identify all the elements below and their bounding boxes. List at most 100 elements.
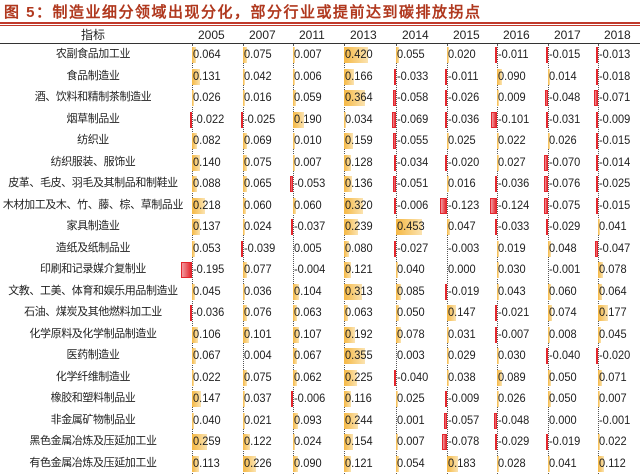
data-bar-positive (447, 219, 450, 235)
cell-value-2016: -0.029 (498, 434, 530, 448)
data-bar-positive (192, 391, 201, 407)
data-bar-negative (494, 412, 497, 429)
cell-value-2017: -0.001 (549, 262, 581, 276)
data-bar-negative (546, 434, 548, 450)
cell-value-2011: 0.007 (294, 47, 322, 61)
data-bar-negative (240, 240, 243, 257)
title-divider (0, 22, 640, 24)
data-bar-positive (396, 326, 401, 343)
cell-value-2015: -0.123 (448, 197, 480, 212)
data-bar-positive (497, 240, 499, 257)
data-bar-positive (243, 176, 247, 192)
cell-value-2014: -0.055 (397, 133, 429, 147)
title-divider-thin (0, 25, 640, 26)
cell-value-2017: 0.008 (549, 326, 577, 341)
header-year-2015: 2015 (453, 28, 480, 42)
cell-value-2018: -0.001 (599, 412, 631, 427)
row-label: 医药制造业 (66, 349, 120, 361)
data-bar-positive (243, 369, 248, 386)
data-bar-positive (447, 326, 449, 343)
data-bar-positive (243, 434, 251, 450)
data-bar-negative (596, 348, 598, 364)
data-bar-negative (495, 305, 497, 321)
cell-value-2014: 0.050 (397, 305, 425, 319)
row-label: 非金属矿物制品业 (50, 413, 136, 426)
cell-value-2017: -0.029 (549, 219, 581, 233)
data-bar-positive (243, 219, 245, 235)
data-bar-positive (598, 219, 601, 235)
row-label: 纺织业 (77, 134, 109, 146)
data-bar-negative (445, 68, 447, 85)
cell-value-2018: -0.015 (599, 197, 631, 212)
cell-value-2011: 0.090 (294, 455, 322, 470)
cell-value-2016: -0.048 (498, 412, 530, 427)
cell-value-2007: -0.039 (244, 240, 276, 255)
cell-value-2014: 0.040 (397, 262, 425, 276)
cell-value-2016: 0.028 (498, 455, 526, 470)
data-bar-positive (293, 68, 295, 85)
data-bar-positive (192, 176, 198, 192)
table-row: 非金属矿物制品业 0.040 0.021 0.093 0.244 0.001 -0.057 -… (0, 410, 640, 432)
cell-value-2014: 0.054 (397, 455, 425, 470)
cell-value-2013: 0.364 (345, 90, 373, 104)
data-bar-positive (192, 283, 195, 300)
row-label: 造纸及纸制品业 (55, 241, 131, 254)
cell-value-2005: 0.064 (193, 47, 221, 61)
data-bar-positive (344, 455, 352, 472)
data-bar-positive (293, 47, 295, 63)
cell-value-2007: 0.036 (244, 283, 272, 298)
data-bar-negative (290, 219, 293, 235)
cell-value-2015: -0.011 (448, 68, 479, 83)
data-bar-positive (548, 326, 550, 343)
cell-value-2015: -0.020 (448, 154, 480, 169)
bar-axis-2014 (396, 44, 397, 474)
cell-value-2007: 0.226 (244, 455, 272, 470)
data-bar-negative (494, 176, 497, 192)
table-row: 石油、煤炭及其他燃料加工业 -0.036 0.076 0.063 0.063 0.050 0… (0, 302, 640, 324)
cell-value-2015: -0.019 (448, 283, 480, 298)
data-bar-positive (497, 68, 503, 85)
data-bar-negative (392, 90, 396, 106)
row-label: 有色金属冶炼及压延加工业 (29, 456, 157, 469)
header-year-2011: 2011 (299, 28, 325, 42)
data-bar-negative (545, 90, 548, 106)
cell-value-2014: 0.025 (397, 391, 425, 405)
data-bar-positive (293, 154, 295, 171)
cell-value-2017: 0.048 (549, 240, 577, 255)
table-row: 橡胶和塑料制品业 0.147 0.037 -0.006 0.116 0.025 -0.009… (0, 388, 640, 410)
cell-value-2005: 0.040 (193, 412, 221, 427)
cell-value-2007: 0.004 (244, 348, 272, 362)
data-bar-positive (192, 240, 196, 257)
cell-value-2013: 0.166 (345, 68, 373, 83)
cell-value-2017: 0.050 (549, 369, 577, 384)
data-bar-positive (344, 111, 346, 128)
data-bar-positive (497, 391, 499, 407)
cell-value-2017: -0.019 (549, 434, 581, 448)
cell-value-2013: 0.121 (345, 262, 373, 276)
cell-value-2011: 0.059 (294, 90, 322, 104)
bar-axis-2017 (548, 44, 549, 474)
data-bar-positive (243, 391, 246, 407)
data-bar-negative (491, 111, 497, 128)
bar-axis-2015 (447, 44, 448, 474)
cell-value-2017: -0.015 (549, 47, 581, 61)
cell-value-2015: 0.029 (448, 348, 476, 362)
data-bar-positive (344, 154, 352, 171)
table-row: 有色金属冶炼及压延加工业 0.113 0.226 0.090 0.121 0.054 0.1… (0, 453, 640, 475)
cell-value-2013: 0.355 (345, 348, 373, 362)
data-bar-positive (293, 434, 295, 450)
data-bar-positive (548, 305, 553, 321)
cell-value-2014: 0.085 (397, 283, 425, 298)
cell-value-2016: -0.033 (498, 219, 530, 233)
data-bar-positive (598, 262, 603, 278)
cell-value-2018: 0.064 (599, 283, 627, 298)
cell-value-2013: 0.080 (345, 240, 373, 255)
data-bar-negative (439, 197, 447, 214)
data-bar-positive (497, 369, 503, 386)
cell-value-2018: 0.041 (599, 219, 627, 233)
data-bar-positive (243, 262, 248, 278)
data-bar-negative (289, 176, 293, 192)
data-bar-negative (190, 111, 192, 128)
cell-value-2015: 0.020 (448, 47, 476, 61)
data-bar-positive (447, 176, 449, 192)
